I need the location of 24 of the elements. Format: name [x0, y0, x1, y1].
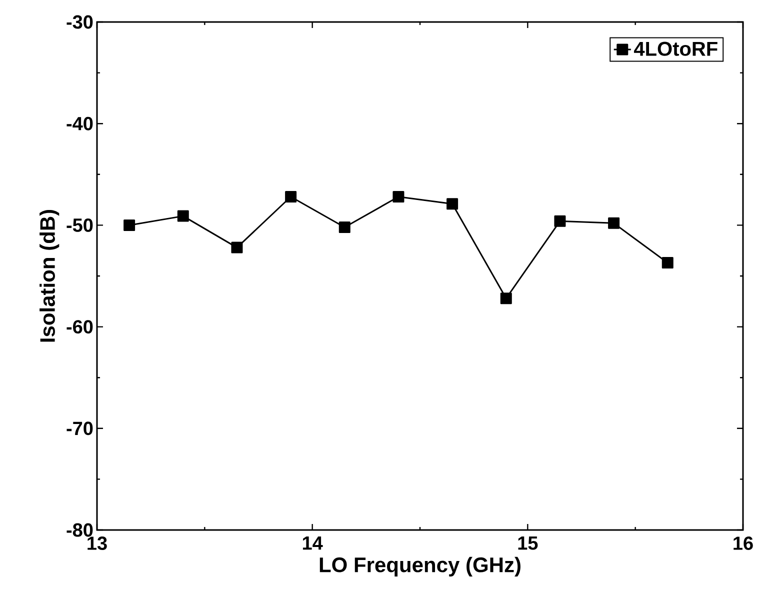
point — [231, 242, 243, 254]
y-axis-title: Isolation (dB) — [40, 210, 60, 342]
x-tick-label: 13 — [88, 536, 107, 550]
point — [177, 210, 189, 222]
point — [500, 292, 512, 304]
point — [285, 191, 297, 202]
x-tick-label: 14 — [302, 536, 323, 550]
point — [392, 191, 404, 202]
y-tick-label: -40 — [66, 116, 93, 130]
point — [446, 198, 458, 210]
point — [124, 219, 136, 231]
y-tick-label: -80 — [66, 523, 93, 537]
y-tick-label: -70 — [66, 422, 93, 436]
x-tick-label: 16 — [734, 536, 753, 550]
y-tick-label: -60 — [66, 320, 93, 334]
point — [554, 215, 566, 227]
x-axis-title: LO Frequency (GHz) — [320, 556, 520, 576]
point — [608, 217, 620, 229]
point — [662, 257, 674, 269]
point — [338, 221, 350, 233]
x-tick-label: 15 — [518, 536, 538, 550]
legend-label: 4LOtoRF — [634, 42, 718, 56]
y-tick-label: -30 — [66, 15, 93, 29]
y-tick-label: -50 — [66, 218, 93, 232]
